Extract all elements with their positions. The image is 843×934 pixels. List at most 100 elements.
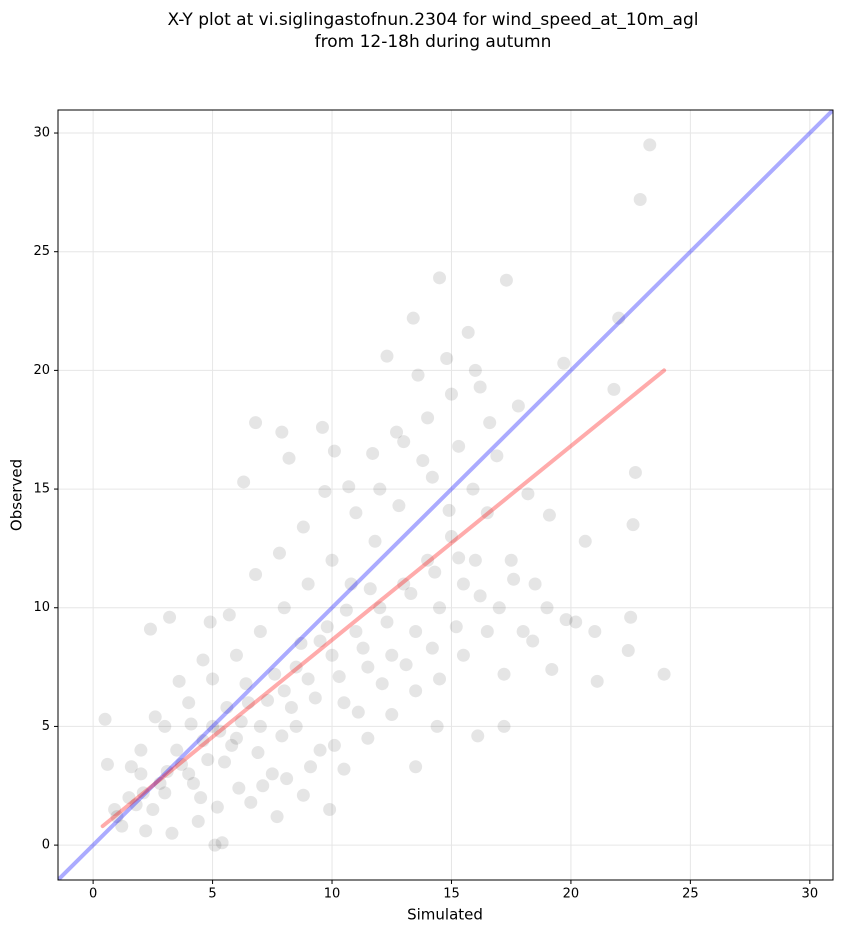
scatter-point bbox=[253, 719, 267, 733]
scatter-point bbox=[222, 608, 236, 622]
x-tick-label: 20 bbox=[563, 887, 580, 902]
scatter-point bbox=[215, 836, 229, 850]
chart-title: from 12-18h during autumn bbox=[315, 32, 552, 52]
scatter-point bbox=[397, 435, 411, 449]
scatter-point bbox=[473, 589, 487, 603]
scatter-point bbox=[184, 717, 198, 731]
scatter-point bbox=[170, 743, 184, 757]
scatter-point bbox=[411, 368, 425, 382]
scatter-point bbox=[220, 700, 234, 714]
scatter-point bbox=[349, 624, 363, 638]
scatter-point bbox=[497, 719, 511, 733]
scatter-point bbox=[569, 615, 583, 629]
scatter-point bbox=[409, 624, 423, 638]
scatter-point bbox=[433, 601, 447, 615]
scatter-point bbox=[301, 577, 315, 591]
scatter-point bbox=[234, 715, 248, 729]
scatter-point bbox=[390, 425, 404, 439]
scatter-point bbox=[528, 577, 542, 591]
scatter-point bbox=[206, 672, 220, 686]
scatter-point bbox=[249, 416, 263, 430]
x-axis-label: Simulated bbox=[407, 906, 483, 924]
scatter-point bbox=[511, 399, 525, 413]
scatter-point bbox=[433, 271, 447, 285]
plot-area bbox=[58, 110, 833, 880]
scatter-point bbox=[208, 838, 222, 852]
scatter-point bbox=[172, 674, 186, 688]
scatter-point bbox=[440, 352, 454, 366]
scatter-point bbox=[325, 648, 339, 662]
scatter-point bbox=[134, 743, 148, 757]
scatter-point bbox=[315, 420, 329, 434]
scatter-point bbox=[100, 757, 114, 771]
scatter-point bbox=[110, 810, 124, 824]
scatter-point bbox=[397, 577, 411, 591]
scatter-point bbox=[516, 624, 530, 638]
scatter-point bbox=[409, 760, 423, 774]
scatter-point bbox=[239, 677, 253, 691]
scatter-point bbox=[657, 667, 671, 681]
scatter-point bbox=[201, 753, 215, 767]
scatter-point bbox=[504, 553, 518, 567]
scatter-point bbox=[289, 660, 303, 674]
scatter-point bbox=[612, 311, 626, 325]
scatter-point bbox=[115, 819, 129, 833]
scatter-point bbox=[385, 648, 399, 662]
scatter-point bbox=[559, 613, 573, 627]
scatter-point bbox=[497, 667, 511, 681]
scatter-point bbox=[332, 670, 346, 684]
scatter-point bbox=[380, 615, 394, 629]
scatter-point bbox=[282, 451, 296, 465]
scatter-point bbox=[244, 795, 258, 809]
scatter-point bbox=[526, 634, 540, 648]
scatter-point bbox=[225, 738, 239, 752]
scatter-point bbox=[624, 610, 638, 624]
scatter-point bbox=[237, 475, 251, 489]
scatter-point bbox=[232, 781, 246, 795]
scatter-point bbox=[628, 465, 642, 479]
scatter-point bbox=[320, 620, 334, 634]
scatter-point bbox=[160, 765, 174, 779]
scatter-point bbox=[428, 565, 442, 579]
scatter-point bbox=[134, 767, 148, 781]
scatter-point bbox=[289, 719, 303, 733]
x-tick-label: 15 bbox=[443, 887, 460, 902]
scatter-point bbox=[409, 684, 423, 698]
scatter-point bbox=[158, 719, 172, 733]
x-tick-label: 10 bbox=[324, 887, 341, 902]
scatter-point bbox=[296, 788, 310, 802]
scatter-point bbox=[158, 786, 172, 800]
scatter-point bbox=[277, 601, 291, 615]
scatter-point bbox=[542, 508, 556, 522]
scatter-point bbox=[466, 482, 480, 496]
scatter-point bbox=[182, 767, 196, 781]
scatter-point bbox=[471, 729, 485, 743]
scatter-point bbox=[421, 553, 435, 567]
scatter-point bbox=[430, 719, 444, 733]
scatter-point bbox=[456, 577, 470, 591]
scatter-point bbox=[351, 705, 365, 719]
scatter-point bbox=[213, 724, 227, 738]
scatter-point bbox=[194, 791, 208, 805]
scatter-point bbox=[433, 672, 447, 686]
scatter-point bbox=[318, 484, 332, 498]
scatter-point bbox=[218, 755, 232, 769]
scatter-point bbox=[425, 470, 439, 484]
scatter-point bbox=[256, 779, 270, 793]
scatter-point bbox=[229, 648, 243, 662]
scatter-point bbox=[196, 653, 210, 667]
scatter-point bbox=[399, 658, 413, 672]
scatter-point bbox=[182, 696, 196, 710]
scatter-point bbox=[468, 363, 482, 377]
scatter-point bbox=[368, 534, 382, 548]
scatter-point bbox=[507, 572, 521, 586]
scatter-point bbox=[425, 641, 439, 655]
scatter-point bbox=[452, 551, 466, 565]
scatter-point bbox=[626, 518, 640, 532]
scatter-point bbox=[275, 425, 289, 439]
scatter-point bbox=[373, 601, 387, 615]
scatter-point bbox=[521, 487, 535, 501]
scatter-point bbox=[366, 446, 380, 460]
scatter-point bbox=[206, 719, 220, 733]
